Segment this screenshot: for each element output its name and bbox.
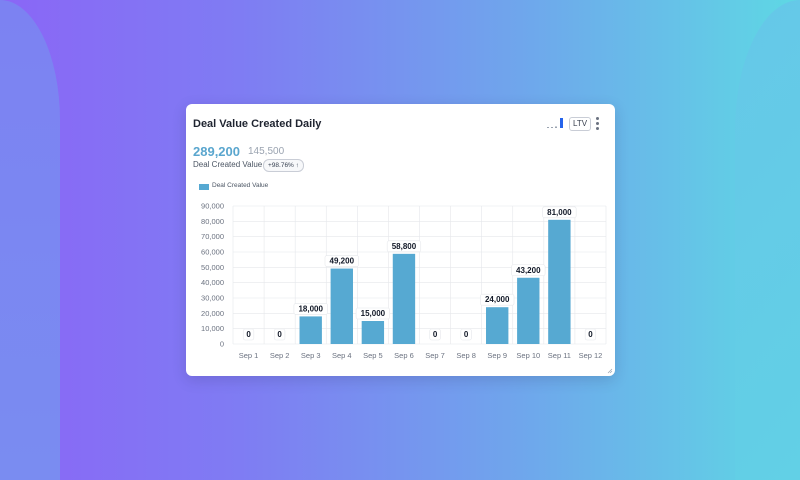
card-title: Deal Value Created Daily — [193, 118, 322, 130]
legend-swatch — [199, 184, 209, 190]
x-tick-label: Sep 7 — [425, 351, 445, 360]
data-label: 58,800 — [392, 242, 417, 251]
bar[interactable] — [486, 307, 509, 344]
kebab-menu-icon[interactable] — [596, 117, 600, 131]
y-tick-label: 10,000 — [201, 324, 224, 333]
x-tick-label: Sep 2 — [270, 351, 290, 360]
data-label-box — [293, 303, 328, 315]
data-label: 0 — [588, 330, 593, 339]
x-tick-label: Sep 9 — [487, 351, 507, 360]
change-badge: +98.76% ↑ — [263, 159, 304, 172]
y-tick-label: 90,000 — [201, 202, 224, 211]
legend-label: Deal Created Value — [212, 182, 269, 189]
data-label-box — [242, 328, 255, 341]
data-label-box — [480, 293, 515, 306]
bar[interactable] — [392, 253, 416, 344]
x-tick-label: Sep 12 — [579, 351, 603, 360]
data-label: 0 — [433, 330, 438, 339]
x-tick-label: Sep 5 — [363, 351, 383, 360]
data-label: 0 — [277, 330, 282, 339]
y-tick-label: 70,000 — [201, 232, 224, 241]
y-tick-label: 20,000 — [201, 309, 224, 318]
data-label-box — [511, 264, 546, 277]
y-tick-label: 30,000 — [201, 294, 224, 303]
data-label: 18,000 — [298, 304, 323, 313]
y-tick-label: 60,000 — [201, 248, 224, 257]
ltv-button[interactable]: LTV — [569, 117, 592, 131]
data-label-box — [355, 307, 390, 320]
data-label-box — [584, 328, 597, 341]
data-label-box — [324, 255, 359, 267]
data-label-box — [542, 206, 577, 219]
x-tick-label: Sep 4 — [332, 351, 352, 360]
data-label-box — [386, 240, 422, 253]
background-shape-right — [735, 0, 800, 480]
data-label: 0 — [246, 330, 251, 339]
y-tick-label: 0 — [220, 340, 224, 349]
x-tick-label: Sep 6 — [394, 351, 414, 360]
metric-label: Deal Created Value — [193, 160, 263, 169]
bar[interactable] — [299, 316, 322, 344]
resize-handle-icon[interactable] — [607, 368, 613, 374]
data-label: 24,000 — [485, 295, 510, 304]
data-label: 0 — [464, 330, 469, 339]
x-tick-label: Sep 8 — [456, 351, 476, 360]
y-tick-label: 50,000 — [201, 263, 224, 272]
chart-card: Deal Value Created Daily LTV 289,200 145… — [186, 104, 615, 376]
primary-value: 289,200 — [193, 144, 240, 159]
bar[interactable] — [517, 277, 540, 344]
y-tick-label: 80,000 — [201, 217, 224, 226]
bar-chart-icon[interactable] — [546, 117, 564, 129]
data-label: 43,200 — [516, 266, 541, 275]
data-label-box — [460, 328, 472, 341]
data-label-box — [274, 328, 286, 341]
data-label: 81,000 — [547, 208, 572, 217]
bar[interactable] — [330, 268, 353, 344]
secondary-value: 145,500 — [248, 146, 285, 157]
x-tick-label: Sep 3 — [301, 351, 321, 360]
data-label-box — [429, 328, 441, 341]
x-tick-label: Sep 10 — [516, 351, 540, 360]
x-tick-label: Sep 11 — [548, 351, 571, 360]
data-label: 49,200 — [330, 257, 355, 266]
background-shape-left — [0, 0, 60, 480]
y-tick-label: 40,000 — [201, 278, 224, 287]
bar-chart: 0 10,000 20,000 30,000 40,000 50,000 60,000 70,… — [201, 202, 607, 360]
bar[interactable] — [361, 321, 385, 344]
bar[interactable] — [548, 219, 571, 344]
data-label: 15,000 — [361, 309, 386, 318]
x-tick-label: Sep 1 — [239, 351, 259, 360]
